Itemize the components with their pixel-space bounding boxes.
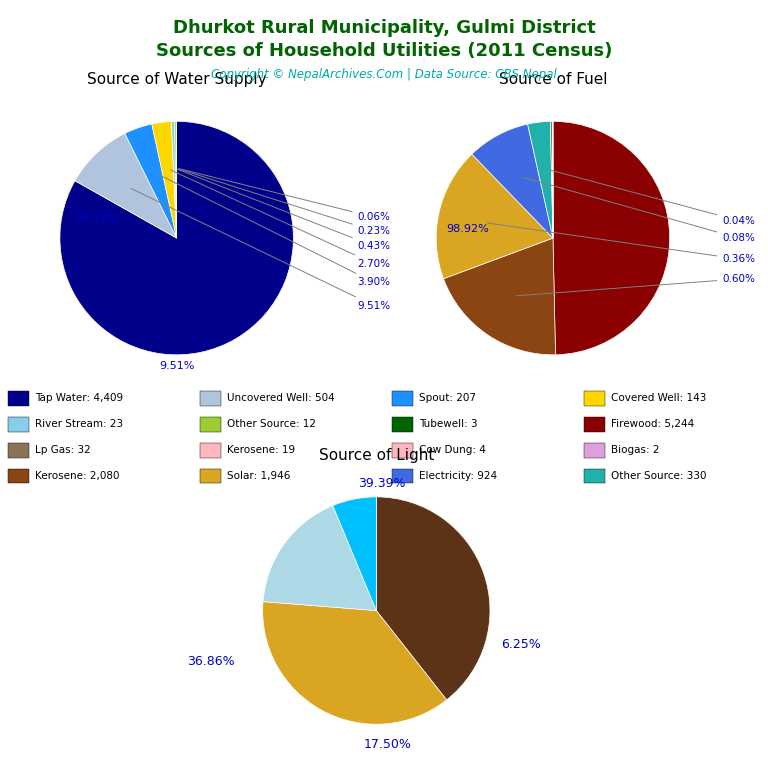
Text: River Stream: 23: River Stream: 23 xyxy=(35,419,124,429)
Wedge shape xyxy=(553,121,670,355)
Text: 9.51%: 9.51% xyxy=(159,361,194,371)
Wedge shape xyxy=(174,121,177,238)
Wedge shape xyxy=(376,497,490,700)
Bar xyxy=(584,391,605,406)
Text: Biogas: 2: Biogas: 2 xyxy=(611,445,660,455)
Wedge shape xyxy=(333,497,376,611)
Text: Other Source: 330: Other Source: 330 xyxy=(611,471,707,481)
Text: Kerosene: 2,080: Kerosene: 2,080 xyxy=(35,471,120,481)
Wedge shape xyxy=(436,154,553,279)
Bar xyxy=(392,391,413,406)
Bar xyxy=(392,468,413,484)
Text: Tubewell: 3: Tubewell: 3 xyxy=(419,419,478,429)
Text: Covered Well: 143: Covered Well: 143 xyxy=(611,393,707,403)
Wedge shape xyxy=(60,121,293,355)
Text: Other Source: 12: Other Source: 12 xyxy=(227,419,316,429)
Text: 3.90%: 3.90% xyxy=(156,174,391,287)
Wedge shape xyxy=(444,238,555,355)
Bar xyxy=(8,442,29,458)
Wedge shape xyxy=(528,121,553,238)
Text: 6.25%: 6.25% xyxy=(502,638,541,651)
Bar xyxy=(200,416,221,432)
Text: Solar: 1,946: Solar: 1,946 xyxy=(227,471,291,481)
Text: Firewood: 5,244: Firewood: 5,244 xyxy=(611,419,694,429)
Title: Source of Light: Source of Light xyxy=(319,449,434,463)
Text: 0.36%: 0.36% xyxy=(488,223,755,264)
Text: 0.43%: 0.43% xyxy=(177,169,391,251)
Text: Dhurkot Rural Municipality, Gulmi District: Dhurkot Rural Municipality, Gulmi Distri… xyxy=(173,19,595,37)
Text: 98.92%: 98.92% xyxy=(446,224,488,234)
Bar xyxy=(584,416,605,432)
Text: 36.86%: 36.86% xyxy=(187,655,234,668)
Bar xyxy=(200,442,221,458)
Wedge shape xyxy=(551,121,553,238)
Text: Cow Dung: 4: Cow Dung: 4 xyxy=(419,445,486,455)
Text: Spout: 207: Spout: 207 xyxy=(419,393,476,403)
Text: Electricity: 924: Electricity: 924 xyxy=(419,471,498,481)
Bar xyxy=(392,442,413,458)
Wedge shape xyxy=(125,124,177,238)
Text: 0.60%: 0.60% xyxy=(516,274,755,296)
Wedge shape xyxy=(152,121,177,238)
Text: 39.39%: 39.39% xyxy=(358,477,406,490)
Text: Tap Water: 4,409: Tap Water: 4,409 xyxy=(35,393,124,403)
Wedge shape xyxy=(263,505,376,611)
Wedge shape xyxy=(472,124,553,238)
Wedge shape xyxy=(75,134,177,238)
Text: Sources of Household Utilities (2011 Census): Sources of Household Utilities (2011 Cen… xyxy=(156,42,612,60)
Bar xyxy=(8,416,29,432)
Wedge shape xyxy=(263,601,447,724)
Bar xyxy=(392,416,413,432)
Text: 9.51%: 9.51% xyxy=(131,188,391,311)
Bar xyxy=(584,468,605,484)
Bar xyxy=(584,442,605,458)
Bar xyxy=(200,391,221,406)
Title: Source of Fuel: Source of Fuel xyxy=(498,72,607,87)
Text: 2.70%: 2.70% xyxy=(170,170,391,269)
Text: Copyright © NepalArchives.Com | Data Source: CBS Nepal: Copyright © NepalArchives.Com | Data Sou… xyxy=(211,68,557,81)
Title: Source of Water Supply: Source of Water Supply xyxy=(87,72,266,87)
Text: Lp Gas: 32: Lp Gas: 32 xyxy=(35,445,91,455)
Text: 0.23%: 0.23% xyxy=(178,169,391,236)
Text: 0.04%: 0.04% xyxy=(548,169,755,226)
Bar xyxy=(8,468,29,484)
Text: 17.50%: 17.50% xyxy=(364,738,412,751)
Bar xyxy=(8,391,29,406)
Text: 0.08%: 0.08% xyxy=(522,177,755,243)
Text: Kerosene: 19: Kerosene: 19 xyxy=(227,445,296,455)
Text: Uncovered Well: 504: Uncovered Well: 504 xyxy=(227,393,335,403)
Text: 0.06%: 0.06% xyxy=(179,169,390,222)
Text: 83.17%: 83.17% xyxy=(76,213,118,223)
Wedge shape xyxy=(171,121,177,238)
Bar xyxy=(200,468,221,484)
